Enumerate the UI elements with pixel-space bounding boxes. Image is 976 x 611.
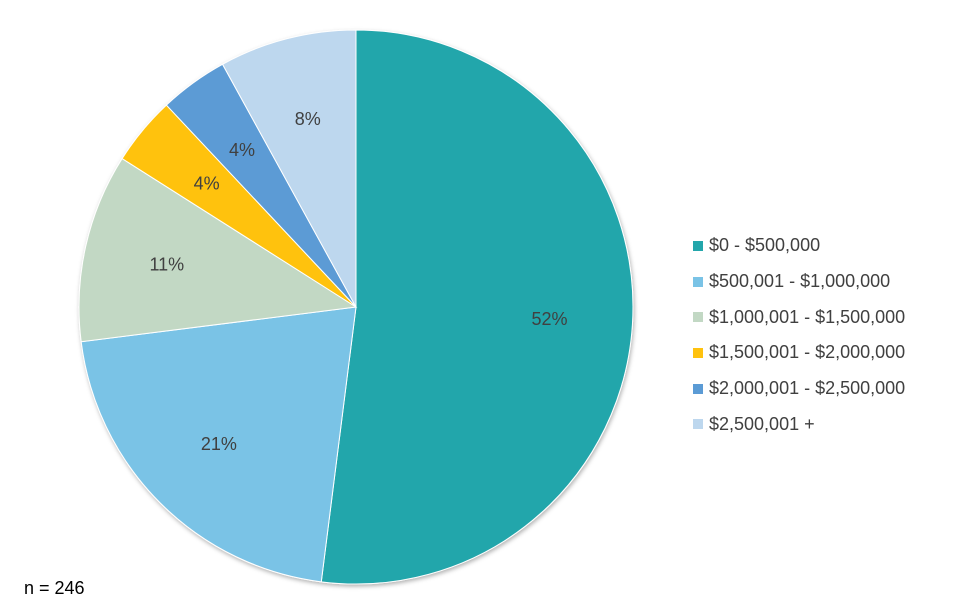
slice-labels: 52% 21% 11% 4% 4% 8% <box>149 109 567 454</box>
legend-label: $2,000,001 - $2,500,000 <box>709 378 906 399</box>
pie-slice-2.5m-plus <box>221 29 357 308</box>
sample-size-note: n = 246 <box>24 578 85 598</box>
legend-swatch <box>693 347 703 358</box>
legend-label: $1,000,001 - $1,500,000 <box>709 306 906 327</box>
legend-item-2.5m-plus: $2,500,001 + <box>693 406 905 442</box>
slice-label-0-500k: 52% <box>531 309 567 329</box>
legend-item-1.5m-2m: $1,500,001 - $2,000,000 <box>693 335 905 371</box>
legend-item-500k-1m: $500,001 - $1,000,000 <box>693 264 905 300</box>
slice-label-2m-2.5m: 4% <box>229 140 255 160</box>
pie-slices <box>78 29 634 585</box>
legend-swatch <box>693 240 703 251</box>
legend-swatch <box>693 312 703 323</box>
legend-item-2m-2.5m: $2,000,001 - $2,500,000 <box>693 371 905 407</box>
slice-label-500k-1m: 21% <box>201 434 237 454</box>
slice-label-1m-1.5m: 11% <box>149 255 184 275</box>
legend-label: $1,500,001 - $2,000,000 <box>709 342 906 363</box>
pie-slice-0-500k <box>320 29 634 585</box>
legend-swatch <box>693 419 703 430</box>
pie-slice-1m-1.5m <box>78 157 358 343</box>
legend-swatch <box>693 276 703 287</box>
legend-label: $500,001 - $1,000,000 <box>709 271 891 292</box>
pie-slice-500k-1m <box>80 306 357 583</box>
legend-item-1m-1.5m: $1,000,001 - $1,500,000 <box>693 299 905 335</box>
chart-legend: $0 - $500,000 $500,001 - $1,000,000 $1,000… <box>693 228 905 442</box>
legend-item-0-500k: $0 - $500,000 <box>693 228 905 264</box>
legend-label: $0 - $500,000 <box>709 235 821 256</box>
slice-label-1.5m-2m: 4% <box>194 173 220 193</box>
slice-label-2.5m-plus: 8% <box>295 109 321 129</box>
legend-swatch <box>693 383 703 394</box>
legend-label: $2,500,001 + <box>709 413 815 434</box>
